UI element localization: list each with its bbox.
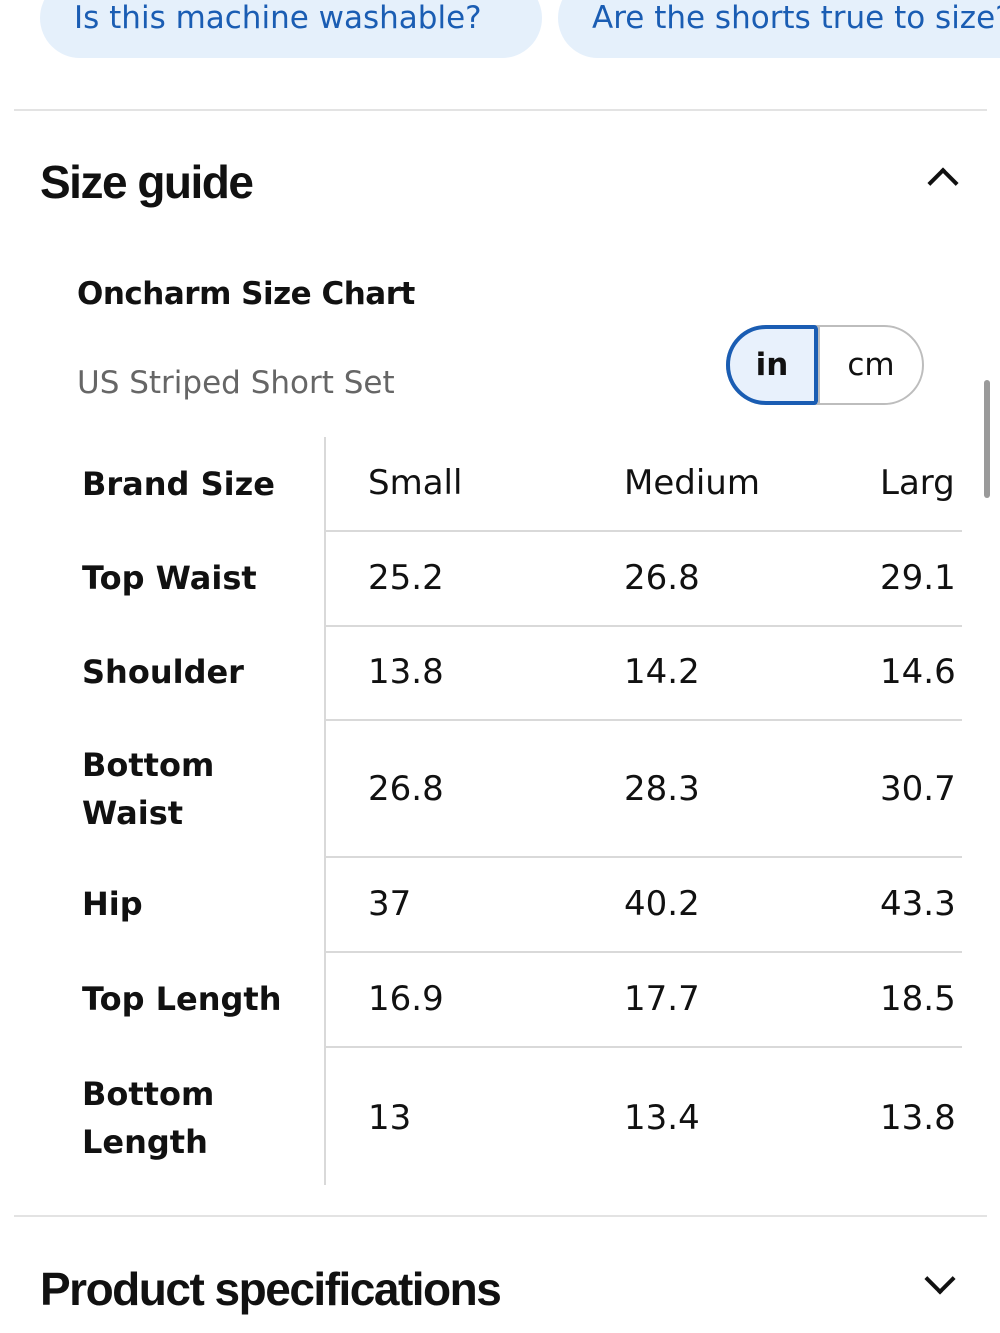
table-row: Top Waist 25.2 26.8 29.1	[80, 532, 962, 625]
column-header-small: Small	[368, 463, 463, 503]
table-cell: 28.3	[624, 769, 700, 809]
chevron-down-icon[interactable]	[924, 1263, 956, 1295]
chevron-up-icon[interactable]	[927, 167, 959, 199]
column-header-medium: Medium	[624, 463, 760, 503]
table-header-label: Brand Size	[82, 465, 275, 503]
row-divider	[325, 530, 962, 532]
table-cell: 18.5	[880, 979, 956, 1019]
unit-cm-button[interactable]: cm	[847, 347, 895, 383]
row-label: Bottom Length	[82, 1075, 215, 1161]
table-cell: 17.7	[624, 979, 700, 1019]
table-row: Hip 37 40.2 43.3	[80, 858, 962, 951]
table-cell: 25.2	[368, 558, 444, 598]
table-cell: 26.8	[368, 769, 444, 809]
column-header-large: Larg	[880, 463, 955, 503]
row-divider	[325, 625, 962, 627]
table-row: Bottom Waist 26.8 28.3 30.7	[80, 721, 962, 856]
row-divider	[325, 719, 962, 721]
table-cell: 13.4	[624, 1098, 700, 1138]
size-table: Brand Size Small Medium Larg Top Waist 2…	[80, 437, 962, 1185]
product-specifications-title[interactable]: Product specifications	[40, 1263, 502, 1315]
row-divider	[325, 951, 962, 953]
unit-toggle: in cm	[726, 325, 924, 405]
size-chart-name: Oncharm Size Chart	[77, 276, 415, 312]
size-chart-subtitle: US Striped Short Set	[77, 365, 395, 401]
row-label: Top Waist	[82, 559, 257, 597]
table-cell: 14.2	[624, 652, 700, 692]
table-header-row: Brand Size Small Medium Larg	[80, 437, 962, 531]
table-cell: 37	[368, 884, 412, 924]
table-cell: 40.2	[624, 884, 700, 924]
unit-in-button[interactable]: in	[726, 325, 818, 405]
section-divider	[14, 109, 987, 111]
row-label: Bottom Waist	[82, 746, 215, 832]
toggle-separator	[818, 327, 820, 403]
row-label: Hip	[82, 885, 143, 923]
horizontal-scrollbar[interactable]	[984, 380, 990, 498]
row-divider	[325, 856, 962, 858]
table-column-divider	[324, 437, 326, 1185]
question-chip[interactable]: Is this machine washable?	[40, 0, 542, 58]
table-cell: 13.8	[880, 1098, 956, 1138]
table-cell: 29.1	[880, 558, 956, 598]
table-cell: 13.8	[368, 652, 444, 692]
table-cell: 16.9	[368, 979, 444, 1019]
table-row: Bottom Length 13 13.4 13.8	[80, 1048, 962, 1185]
table-cell: 43.3	[880, 884, 956, 924]
table-cell: 26.8	[624, 558, 700, 598]
row-label: Shoulder	[82, 653, 244, 691]
table-cell: 30.7	[880, 769, 956, 809]
table-cell: 13	[368, 1098, 412, 1138]
table-row: Shoulder 13.8 14.2 14.6	[80, 627, 962, 719]
row-divider	[325, 1046, 962, 1048]
suggested-questions: Is this machine washable? Are the shorts…	[40, 0, 1000, 58]
section-divider	[14, 1215, 987, 1217]
table-row: Top Length 16.9 17.7 18.5	[80, 953, 962, 1046]
size-guide-title[interactable]: Size guide	[40, 156, 254, 208]
row-label: Top Length	[82, 980, 282, 1018]
table-cell: 14.6	[880, 652, 956, 692]
question-chip[interactable]: Are the shorts true to size?	[558, 0, 1000, 58]
